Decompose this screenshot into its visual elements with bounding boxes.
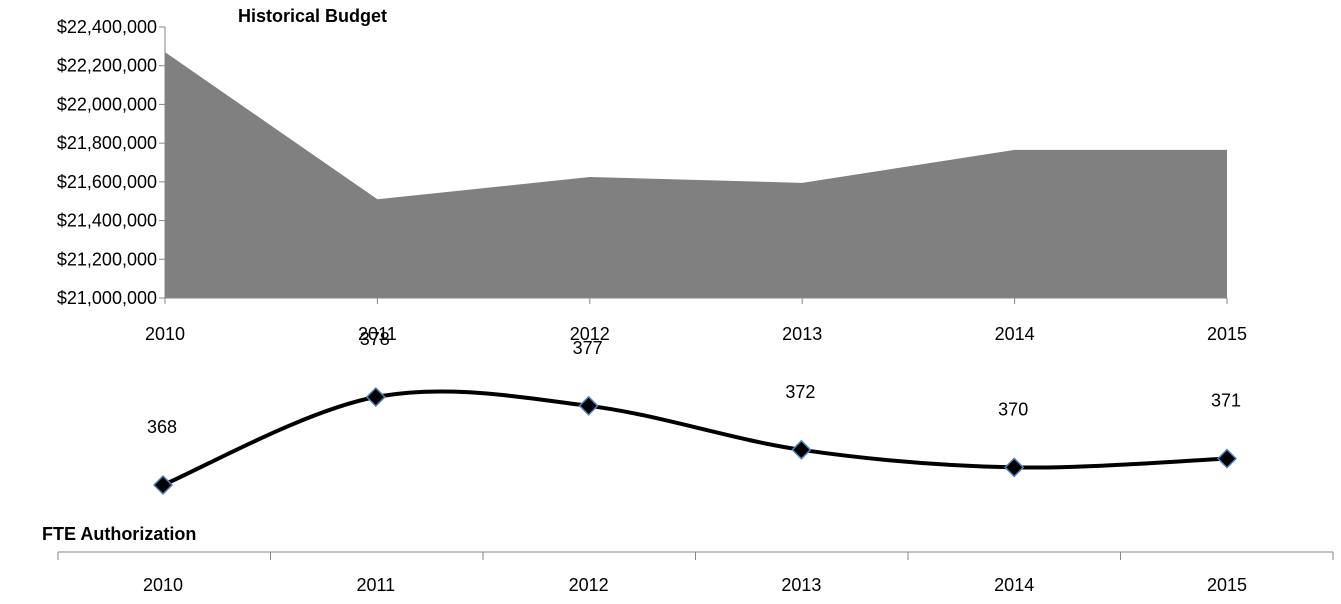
- fte-data-label: 368: [147, 417, 177, 437]
- fte-point-2011: [365, 386, 386, 408]
- fte-point-2015: [1216, 448, 1238, 469]
- fte-data-label: 378: [360, 329, 390, 349]
- budget-y-tick-label: $21,800,000: [57, 133, 157, 153]
- budget-chart-title: Historical Budget: [238, 6, 387, 26]
- fte-data-label: 372: [785, 382, 815, 402]
- fte-x-tick-label: 2012: [569, 575, 609, 595]
- budget-y-tick-label: $21,400,000: [57, 211, 157, 231]
- fte-x-tick-label: 2011: [356, 575, 395, 595]
- fte-point-2010: [152, 474, 174, 496]
- fte-x-ticks: 2010 2011 2012 2013 2014 2015: [57, 552, 1334, 595]
- fte-data-label: 371: [1211, 391, 1241, 411]
- budget-x-tick-label: 2015: [1207, 324, 1247, 344]
- fte-x-tick-label: 2014: [994, 575, 1034, 595]
- fte-x-tick-label: 2015: [1207, 575, 1247, 595]
- budget-y-tick-label: $22,200,000: [57, 56, 157, 76]
- fte-point-2012: [578, 395, 599, 416]
- fte-line-series: [162, 389, 1228, 487]
- budget-area-chart: $21,000,000 $21,200,000 $21,400,000 $21,600…: [57, 6, 1247, 344]
- budget-x-tick-label: 2013: [782, 324, 822, 344]
- budget-x-tick-label: 2012: [570, 324, 610, 344]
- fte-points: [152, 386, 1238, 496]
- fte-x-tick-label: 2010: [143, 575, 183, 595]
- fte-point-2014: [1004, 457, 1025, 478]
- budget-y-tick-label: $22,400,000: [57, 17, 157, 37]
- budget-y-ticks: $21,000,000 $21,200,000 $21,400,000 $21,600…: [57, 17, 165, 308]
- budget-x-ticks: 2010 2011 2012 2013 2014 2015: [145, 298, 1247, 344]
- fte-data-label: 377: [573, 338, 603, 358]
- fte-data-labels: 368 378 377 372 370 371: [147, 329, 1241, 437]
- fte-x-tick-label: 2013: [781, 575, 821, 595]
- budget-x-tick-label: 2014: [995, 324, 1035, 344]
- fte-data-label: 370: [998, 399, 1028, 419]
- budget-area-series: [165, 52, 1227, 298]
- budget-y-tick-label: $22,000,000: [57, 94, 157, 114]
- budget-y-tick-label: $21,200,000: [57, 249, 157, 269]
- budget-y-tick-label: $21,000,000: [57, 288, 157, 308]
- budget-x-tick-label: 2010: [145, 324, 185, 344]
- fte-chart-title: FTE Authorization: [42, 524, 196, 544]
- budget-y-tick-label: $21,600,000: [57, 172, 157, 192]
- budget-x-tick-label: 2011: [358, 324, 397, 344]
- fte-point-2013: [791, 439, 812, 460]
- fte-line-chart: 368 378 377 372 370 371 FTE Authorization 201…: [42, 329, 1334, 595]
